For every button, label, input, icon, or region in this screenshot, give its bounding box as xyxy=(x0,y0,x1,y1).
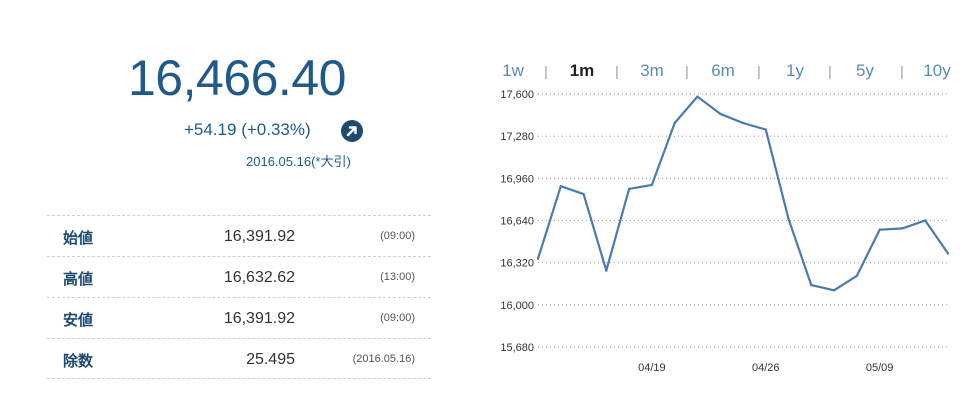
price-details-table: 始値 16,391.92 (09:00) 高値 16,632.62 (13:00… xyxy=(47,215,431,379)
price-chart-svg: 15,680 16,000 16,320 16,640 16,960 17,280 17,6… xyxy=(500,89,950,374)
data-point xyxy=(878,228,881,231)
data-point xyxy=(810,283,813,287)
x-tick-label: 04/19 xyxy=(638,362,666,374)
data-point xyxy=(741,121,745,125)
tab-1w[interactable]: 1w xyxy=(502,61,524,80)
tab-1y[interactable]: 1y xyxy=(786,61,804,80)
tab-separator: | xyxy=(900,63,904,79)
price-date: 2016.05.16(*大引) xyxy=(246,154,351,169)
data-point xyxy=(924,219,927,222)
detail-time: (09:00) xyxy=(380,312,415,324)
data-point xyxy=(605,269,608,272)
detail-value: 16,632.62 xyxy=(223,269,295,286)
tab-5y[interactable]: 5y xyxy=(856,61,874,80)
detail-row-high: 高値 16,632.62 (13:00) xyxy=(47,256,431,297)
tab-6m[interactable]: 6m xyxy=(711,61,735,80)
range-tabs: 1w | 1m | 3m | 6m | 1y | 5y | 10y xyxy=(490,60,960,84)
data-point xyxy=(650,183,654,187)
detail-label: 始値 xyxy=(63,230,94,247)
data-point xyxy=(787,217,790,221)
tab-separator: | xyxy=(757,63,761,79)
detail-label: 高値 xyxy=(63,271,94,288)
y-tick-label: 17,600 xyxy=(500,89,534,101)
x-tick-label: 05/09 xyxy=(866,362,894,374)
y-tick-label: 17,280 xyxy=(500,131,534,143)
arrow-up-right-glyph xyxy=(346,126,357,137)
price-chart: 15,680 16,000 16,320 16,640 16,960 17,280 17,6… xyxy=(480,84,960,384)
detail-value: 16,391.92 xyxy=(223,228,295,245)
data-point xyxy=(855,274,859,278)
tab-10y[interactable]: 10y xyxy=(923,61,951,80)
tab-separator: | xyxy=(685,63,689,79)
data-point xyxy=(696,95,699,98)
tab-separator: | xyxy=(828,63,832,79)
detail-row-open: 始値 16,391.92 (09:00) xyxy=(47,215,431,256)
y-tick-label: 15,680 xyxy=(500,342,534,354)
detail-label: 除数 xyxy=(63,353,94,370)
data-point xyxy=(764,128,767,131)
data-point xyxy=(719,112,722,115)
detail-time: (13:00) xyxy=(380,271,415,283)
tab-1m[interactable]: 1m xyxy=(569,61,595,80)
arrow-up-right-icon xyxy=(341,120,363,142)
detail-row-low: 安値 16,391.92 (09:00) xyxy=(47,297,431,338)
tab-separator: | xyxy=(544,63,548,79)
detail-value: 16,391.92 xyxy=(223,310,295,327)
detail-row-divisor: 除数 25.495 (2016.05.16) xyxy=(47,338,431,379)
data-point xyxy=(559,185,562,188)
current-price: 16,466.40 xyxy=(128,50,346,106)
detail-time: (09:00) xyxy=(380,230,415,242)
y-tick-label: 16,320 xyxy=(500,258,534,270)
data-point xyxy=(946,252,950,255)
detail-value: 25.495 xyxy=(246,351,295,368)
y-tick-label: 16,000 xyxy=(500,300,534,312)
data-point xyxy=(582,192,585,196)
data-point xyxy=(627,187,631,191)
data-point xyxy=(536,257,540,260)
tab-3m[interactable]: 3m xyxy=(640,61,664,80)
data-point xyxy=(673,121,676,125)
price-summary: 16,466.40 +54.19 (+0.33%) 2016.05.16(*大引… xyxy=(0,0,470,200)
data-point xyxy=(832,289,836,292)
series-line xyxy=(536,95,949,292)
price-change: +54.19 (+0.33%) xyxy=(184,120,311,139)
x-tick-label: 04/26 xyxy=(752,362,780,374)
detail-date: (2016.05.16) xyxy=(352,353,415,365)
tab-separator: | xyxy=(615,63,619,79)
y-tick-label: 16,640 xyxy=(500,216,534,228)
y-tick-label: 16,960 xyxy=(500,173,534,185)
detail-label: 安値 xyxy=(63,312,94,329)
data-point xyxy=(901,227,904,230)
